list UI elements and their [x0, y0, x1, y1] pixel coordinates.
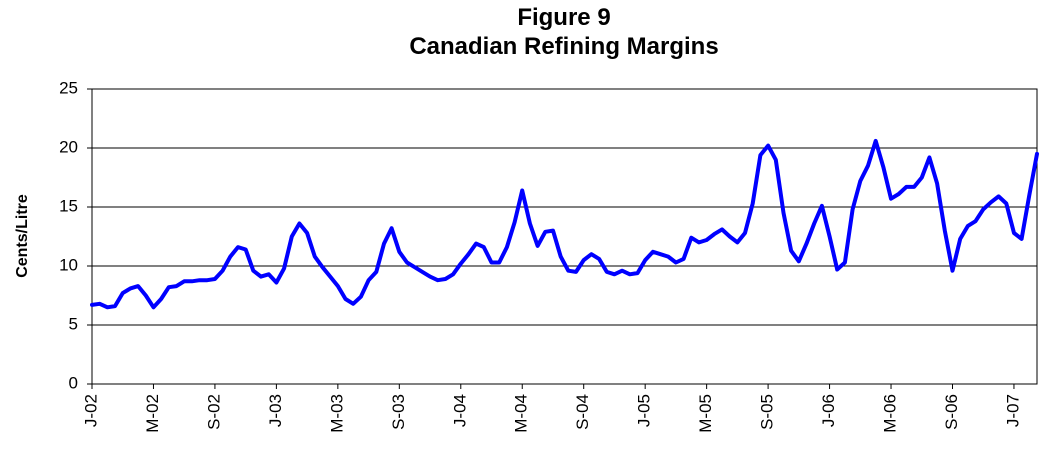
y-tick-label: 20 — [59, 137, 78, 156]
x-tick-label: J-04 — [450, 394, 469, 427]
y-tick-label: 10 — [59, 255, 78, 274]
x-tick-label: M-06 — [881, 394, 900, 433]
x-tick-label: S-06 — [942, 394, 961, 430]
x-tick-label: S-05 — [758, 394, 777, 430]
y-tick-label: 0 — [69, 373, 78, 392]
grid — [91, 88, 1038, 385]
y-tick-label: 5 — [69, 314, 78, 333]
data-line — [90, 138, 1039, 310]
x-tick-label: J-05 — [635, 394, 654, 427]
chart-subtitle: Canadian Refining Margins — [409, 33, 718, 60]
x-tick-label: J-02 — [81, 394, 100, 427]
x-tick-label: S-03 — [389, 394, 408, 430]
chart-title: Figure 9 — [517, 4, 610, 31]
x-tick-label: J-03 — [266, 394, 285, 427]
x-tick-label: J-07 — [1003, 394, 1022, 427]
plot-border — [91, 88, 1038, 385]
y-tick-label: 15 — [59, 196, 78, 215]
x-tick-label: M-02 — [143, 394, 162, 433]
y-axis-label: Cents/Litre — [14, 194, 31, 278]
x-tick-label: J-06 — [819, 394, 838, 427]
x-tick-label: M-03 — [327, 394, 346, 433]
x-tick-label: S-04 — [573, 394, 592, 430]
y-tick-label: 25 — [59, 78, 78, 97]
x-tick-label: S-02 — [204, 394, 223, 430]
x-tick-label: M-04 — [512, 394, 531, 433]
x-tick-label: M-05 — [696, 394, 715, 433]
plot — [90, 138, 1039, 310]
